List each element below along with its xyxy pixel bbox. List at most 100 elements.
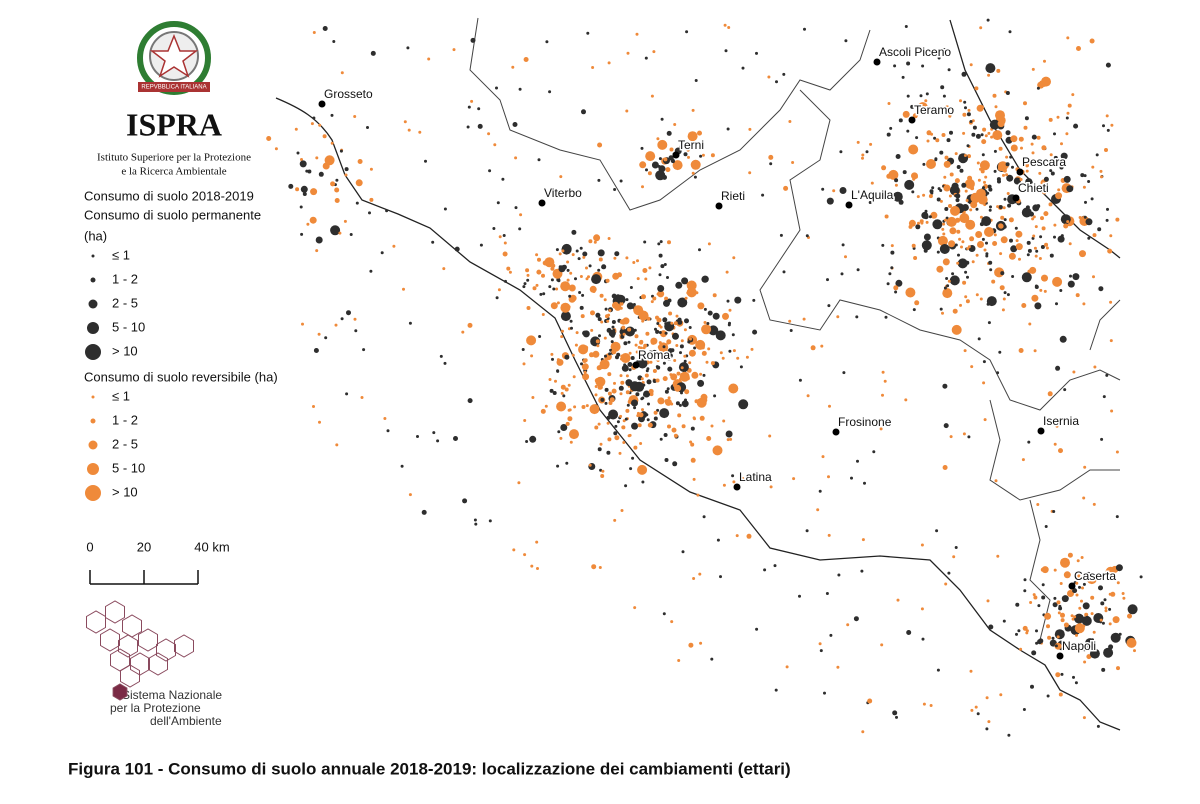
change-point — [1071, 93, 1075, 97]
change-point — [944, 155, 949, 160]
change-point — [981, 139, 987, 145]
change-point — [1022, 708, 1026, 711]
change-point — [523, 419, 527, 422]
change-point — [936, 250, 940, 254]
change-point — [598, 364, 604, 370]
change-point — [625, 390, 630, 395]
change-point — [522, 362, 526, 366]
legend-swatch — [87, 463, 99, 475]
change-point — [300, 158, 303, 161]
change-point — [946, 138, 951, 143]
change-point — [493, 143, 497, 147]
change-point — [954, 243, 958, 247]
change-point — [712, 445, 723, 456]
change-point — [646, 418, 650, 422]
change-point — [942, 288, 953, 299]
change-point — [630, 356, 635, 360]
change-point — [898, 118, 903, 123]
change-point — [697, 379, 705, 387]
change-point — [1078, 216, 1082, 219]
change-point — [958, 237, 962, 241]
change-point — [1008, 217, 1014, 223]
change-point — [666, 341, 670, 345]
change-point — [712, 293, 717, 298]
change-point — [919, 94, 923, 98]
change-point — [1044, 242, 1049, 247]
logo-hexagon — [156, 638, 176, 662]
change-point — [931, 186, 935, 190]
change-point — [640, 377, 644, 381]
change-point — [627, 327, 632, 332]
change-point — [904, 179, 915, 190]
change-point — [1105, 218, 1109, 222]
legend-group-title: Consumo di suolo permanente — [84, 207, 261, 222]
change-point — [844, 255, 847, 259]
change-point — [868, 201, 872, 204]
change-point — [668, 311, 673, 316]
change-point — [357, 159, 363, 164]
change-point — [706, 322, 710, 325]
change-point — [656, 353, 660, 357]
change-point — [550, 278, 554, 282]
change-point — [827, 304, 831, 308]
change-point — [315, 249, 319, 253]
change-point — [647, 171, 652, 176]
change-point — [942, 94, 946, 98]
change-point — [597, 142, 603, 148]
change-point — [611, 325, 615, 329]
change-point — [942, 48, 946, 51]
city-label: Chieti — [1018, 181, 1049, 195]
change-point — [837, 573, 841, 577]
change-point — [633, 445, 638, 450]
change-point — [1086, 654, 1092, 660]
change-point — [785, 665, 789, 669]
change-point — [526, 278, 530, 282]
change-point — [551, 357, 554, 361]
change-point — [1011, 165, 1014, 169]
change-point — [906, 129, 910, 133]
change-point — [856, 459, 859, 463]
change-point — [911, 190, 915, 194]
change-point — [368, 211, 371, 215]
change-point — [619, 301, 624, 306]
change-point — [663, 433, 668, 437]
change-point — [514, 156, 518, 160]
change-point — [1032, 215, 1036, 219]
change-point — [667, 353, 673, 359]
change-point — [380, 251, 384, 255]
change-point — [726, 127, 730, 131]
change-point — [573, 405, 577, 409]
change-point — [620, 380, 625, 385]
change-point — [828, 404, 831, 408]
change-point — [355, 201, 359, 205]
change-point — [982, 360, 986, 364]
change-point — [986, 599, 990, 603]
change-point — [1036, 86, 1040, 90]
change-point — [658, 273, 662, 277]
change-point — [736, 356, 740, 360]
change-point — [810, 345, 816, 351]
change-point — [613, 188, 617, 191]
city-labels: Grosseto Ascoli Piceno Teramo Terni Pescara V… — [318, 44, 1118, 660]
city-dot — [873, 58, 881, 66]
change-point — [690, 457, 696, 463]
change-point — [622, 332, 626, 336]
change-point — [299, 205, 303, 209]
change-point — [497, 288, 501, 292]
change-point — [335, 443, 339, 447]
change-point — [496, 201, 500, 205]
change-point — [703, 398, 708, 403]
change-point — [947, 571, 951, 575]
change-point — [937, 56, 941, 60]
change-point — [1029, 190, 1033, 194]
change-point — [782, 270, 786, 274]
change-point — [1067, 280, 1075, 288]
change-point — [904, 25, 908, 28]
change-point — [622, 441, 626, 444]
change-point — [823, 691, 826, 695]
change-point — [369, 167, 373, 171]
change-point — [536, 567, 539, 570]
change-point — [680, 391, 683, 395]
change-point — [623, 363, 627, 367]
change-point — [881, 243, 885, 247]
